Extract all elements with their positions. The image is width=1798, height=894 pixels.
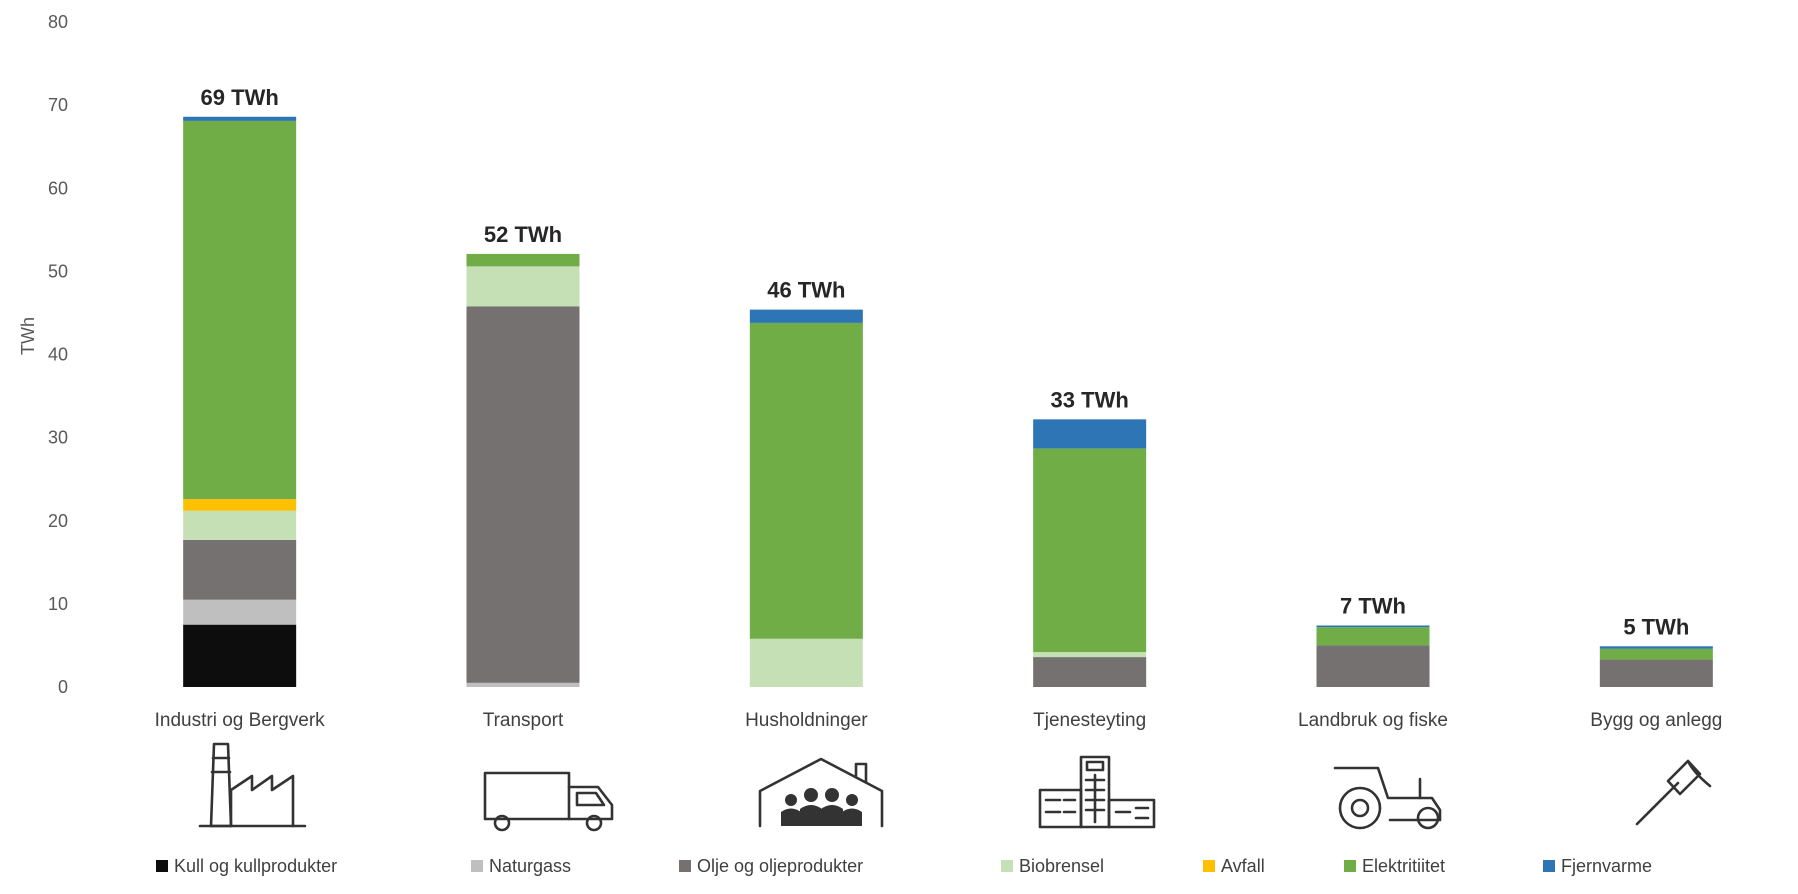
- bar-segment: [749, 322, 863, 639]
- bar-segment: [183, 510, 297, 540]
- hammer-icon: [1635, 759, 1712, 826]
- bar-segment: [749, 638, 863, 687]
- legend-swatch: [1543, 860, 1555, 872]
- category-label: Bygg og anlegg: [1590, 710, 1722, 731]
- bar-segment: [183, 539, 297, 600]
- y-tick-label: 30: [48, 428, 68, 448]
- legend-label: Kull og kullprodukter: [174, 856, 337, 876]
- legend-label: Biobrensel: [1019, 856, 1104, 876]
- category-label: Industri og Bergverk: [155, 710, 326, 731]
- legend-label: Olje og oljeprodukter: [697, 856, 863, 876]
- bar-segment: [1033, 419, 1147, 449]
- legend-label: Elektritiitet: [1362, 856, 1445, 876]
- legend-swatch: [471, 860, 483, 872]
- bar-segment: [183, 116, 297, 121]
- bar-segment: [183, 499, 297, 511]
- bar-segment: [466, 266, 580, 307]
- tractor-icon: [1333, 766, 1442, 830]
- legend-swatch: [1001, 860, 1013, 872]
- bar-segment: [1033, 652, 1147, 658]
- category-label: Landbruk og fiske: [1298, 710, 1448, 731]
- bar-segment: [183, 624, 297, 687]
- city-buildings-icon: [1038, 755, 1156, 829]
- legend-swatch: [1203, 860, 1215, 872]
- factory-icon: [198, 742, 307, 828]
- legend-label: Naturgass: [489, 856, 571, 876]
- y-tick-label: 40: [48, 345, 68, 365]
- bar-segment: [749, 309, 863, 323]
- house-people-icon: [758, 757, 884, 828]
- total-label: 52 TWh: [484, 222, 562, 247]
- legend: Kull og kullprodukter Naturgass Olje og ol…: [156, 856, 1652, 876]
- y-tick-label: 0: [58, 677, 68, 697]
- bar-segment: [183, 599, 297, 625]
- category-labels: Industri og Bergverk Transport Husholdning…: [155, 710, 1723, 731]
- bar-segment: [1599, 648, 1713, 660]
- y-axis-ticks: 0 10 20 30 40 50 60 70 80: [48, 12, 68, 697]
- y-tick-label: 20: [48, 511, 68, 531]
- bar-segment: [1033, 448, 1147, 653]
- y-tick-label: 60: [48, 178, 68, 198]
- legend-swatch: [156, 860, 168, 872]
- category-label: Tjenesteyting: [1033, 710, 1146, 731]
- legend-label: Fjernvarme: [1561, 856, 1652, 876]
- total-labels: 69 TWh 52 TWh 46 TWh 33 TWh 7 TWh 5 TWh: [201, 85, 1690, 640]
- bar-segment: [466, 253, 580, 267]
- bar-segment: [466, 682, 580, 687]
- bar-segment: [1316, 625, 1430, 628]
- y-tick-label: 50: [48, 261, 68, 281]
- bar-segment: [1316, 645, 1430, 687]
- bar-segment: [466, 306, 580, 683]
- legend-swatch: [1344, 860, 1356, 872]
- legend-label: Avfall: [1221, 856, 1265, 876]
- bar-segment: [1316, 627, 1430, 646]
- category-icons: [198, 742, 1712, 832]
- y-tick-label: 80: [48, 12, 68, 32]
- bar-segment: [183, 120, 297, 500]
- total-label: 33 TWh: [1051, 387, 1129, 412]
- legend-swatch: [679, 860, 691, 872]
- total-label: 69 TWh: [201, 85, 279, 110]
- bars: [183, 116, 1713, 687]
- total-label: 5 TWh: [1623, 614, 1689, 639]
- total-label: 7 TWh: [1340, 593, 1406, 618]
- truck-icon: [483, 771, 614, 832]
- total-label: 46 TWh: [767, 278, 845, 303]
- category-label: Transport: [483, 710, 564, 731]
- bar-segment: [1033, 657, 1147, 687]
- category-label: Husholdninger: [745, 710, 868, 731]
- y-tick-label: 70: [48, 95, 68, 115]
- bar-segment: [1599, 659, 1713, 687]
- y-axis-label: TWh: [18, 317, 38, 355]
- bar-segment: [1599, 646, 1713, 649]
- y-tick-label: 10: [48, 594, 68, 614]
